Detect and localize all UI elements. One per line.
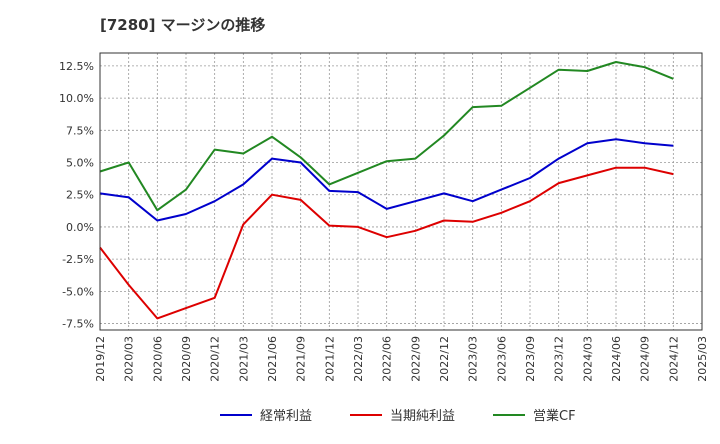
y-tick-label: -7.5% [62, 318, 94, 331]
legend-label: 営業CF [533, 408, 576, 424]
x-tick-label: 2024/03 [581, 336, 594, 382]
x-tick-label: 2024/12 [667, 336, 680, 382]
x-tick-label: 2020/03 [123, 336, 136, 382]
y-tick-label: -2.5% [62, 253, 94, 266]
y-tick-label: 12.5% [59, 60, 94, 73]
x-tick-label: 2021/06 [266, 336, 279, 382]
series-line-1 [99, 138, 674, 222]
x-tick-label: 2024/06 [610, 336, 623, 382]
x-tick-label: 2022/06 [381, 336, 394, 382]
plot-frame [99, 52, 703, 331]
x-tick-label: 2020/12 [209, 336, 222, 382]
y-tick-label: 7.5% [66, 124, 94, 137]
x-tick-label: 2020/09 [180, 336, 193, 382]
x-tick-label: 2025/03 [696, 336, 709, 382]
legend-label: 当期純利益 [390, 409, 455, 424]
x-tick-label: 2023/09 [524, 336, 537, 382]
y-tick-label: 5.0% [66, 157, 94, 170]
legend-label: 経常利益 [260, 409, 312, 424]
x-tick-label: 2021/12 [323, 336, 336, 382]
series-line-2 [99, 166, 674, 320]
x-tick-label: 2023/12 [553, 336, 566, 382]
x-tick-label: 2023/06 [495, 336, 508, 382]
y-tick-label: 10.0% [59, 92, 94, 105]
x-tick-label: 2020/06 [151, 336, 164, 382]
x-tick-label: 2024/09 [639, 336, 652, 382]
chart-title: [7280] マージンの推移 [100, 16, 266, 34]
y-tick-label: 2.5% [66, 189, 94, 202]
x-tick-label: 2023/03 [467, 336, 480, 382]
series-line-3 [99, 61, 674, 212]
x-tick-label: 2022/12 [438, 336, 451, 382]
y-tick-label: -5.0% [62, 285, 94, 298]
x-tick-label: 2021/03 [237, 336, 250, 382]
x-tick-label: 2021/09 [295, 336, 308, 382]
x-tick-label: 2022/09 [409, 336, 422, 382]
x-tick-label: 2019/12 [94, 336, 107, 382]
x-tick-label: 2022/03 [352, 336, 365, 382]
y-tick-label: 0.0% [66, 221, 94, 234]
